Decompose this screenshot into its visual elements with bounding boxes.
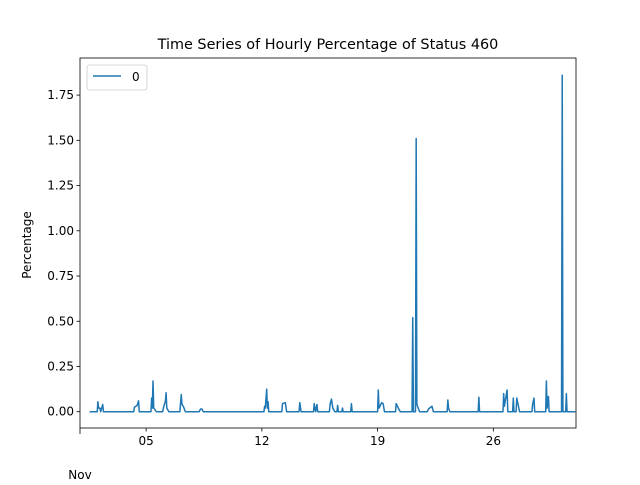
series-line	[89, 74, 576, 413]
x-tick-label: 26	[486, 434, 501, 448]
x-month-label: Nov	[68, 468, 91, 480]
x-tick-label: 19	[370, 434, 385, 448]
y-axis-label: Percentage	[20, 211, 34, 279]
plot-frame	[79, 57, 577, 429]
y-tick-label: 0.75	[47, 269, 74, 283]
legend-label: 0	[132, 70, 140, 84]
y-tick-label: 0.25	[47, 359, 74, 373]
x-axis: 05 12 19 26 Nov	[68, 428, 501, 482]
y-tick-label: 0.00	[47, 405, 74, 419]
legend-box	[86, 64, 148, 91]
y-tick-label: 1.75	[47, 88, 74, 102]
chart-title: Time Series of Hourly Percentage of Stat…	[157, 37, 499, 53]
x-tick-label: 12	[254, 434, 269, 448]
y-tick-label: 1.00	[47, 224, 74, 238]
y-tick-label: 0.50	[47, 314, 74, 328]
y-axis: 0.00 0.25 0.50 0.75 1.00 1.25 1.50 1.75	[47, 88, 80, 419]
series-layer	[89, 74, 576, 413]
y-tick-label: 1.50	[47, 133, 74, 147]
plot-area: 0.00 0.25 0.50 0.75 1.00 1.25 1.50 1.75 05 12 19 2…	[47, 57, 577, 482]
y-tick-label: 1.25	[47, 179, 74, 193]
x-tick-label: 05	[138, 434, 153, 448]
legend: 0	[86, 64, 148, 91]
